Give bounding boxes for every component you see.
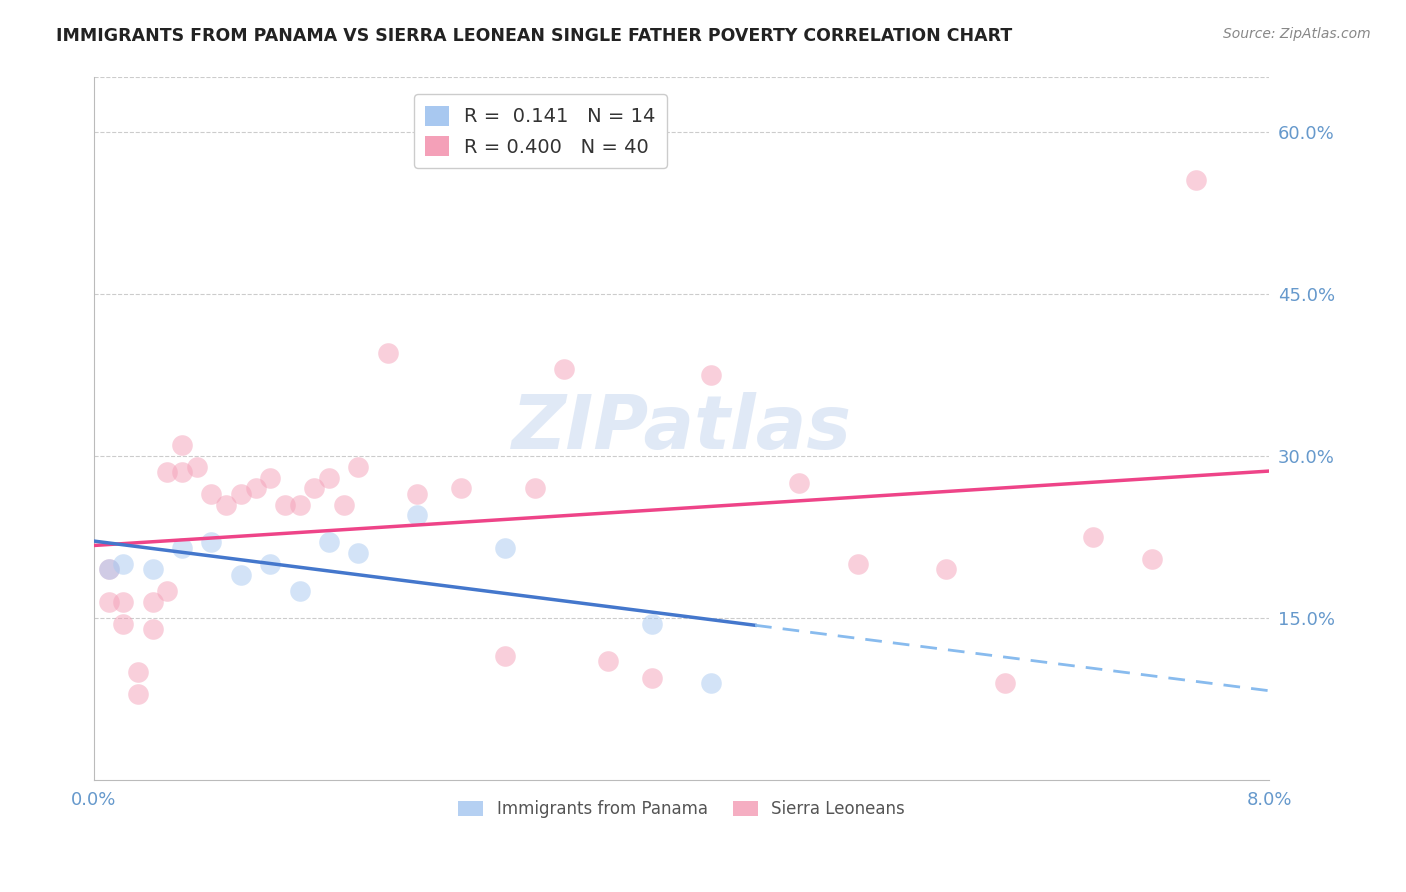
- Point: [142, 562, 165, 576]
- Point: [553, 362, 575, 376]
- Point: [450, 481, 472, 495]
- Point: [142, 595, 165, 609]
- Point: [347, 546, 370, 560]
- Point: [200, 487, 222, 501]
- Point: [406, 487, 429, 501]
- Point: [935, 562, 957, 576]
- Point: [97, 562, 120, 576]
- Point: [332, 498, 354, 512]
- Text: Source: ZipAtlas.com: Source: ZipAtlas.com: [1223, 27, 1371, 41]
- Point: [172, 438, 194, 452]
- Point: [186, 459, 208, 474]
- Point: [494, 648, 516, 663]
- Point: [97, 595, 120, 609]
- Point: [1185, 173, 1208, 187]
- Point: [112, 557, 135, 571]
- Point: [215, 498, 238, 512]
- Point: [1140, 551, 1163, 566]
- Point: [112, 595, 135, 609]
- Point: [127, 665, 149, 680]
- Point: [1081, 530, 1104, 544]
- Point: [97, 562, 120, 576]
- Point: [156, 465, 179, 479]
- Point: [172, 541, 194, 555]
- Text: ZIPatlas: ZIPatlas: [512, 392, 852, 466]
- Point: [377, 346, 399, 360]
- Point: [142, 622, 165, 636]
- Point: [259, 470, 281, 484]
- Point: [318, 470, 340, 484]
- Point: [598, 654, 620, 668]
- Point: [127, 687, 149, 701]
- Point: [288, 584, 311, 599]
- Legend: Immigrants from Panama, Sierra Leoneans: Immigrants from Panama, Sierra Leoneans: [451, 793, 911, 825]
- Point: [523, 481, 546, 495]
- Point: [994, 676, 1017, 690]
- Point: [156, 584, 179, 599]
- Text: IMMIGRANTS FROM PANAMA VS SIERRA LEONEAN SINGLE FATHER POVERTY CORRELATION CHART: IMMIGRANTS FROM PANAMA VS SIERRA LEONEAN…: [56, 27, 1012, 45]
- Point: [641, 616, 664, 631]
- Point: [172, 465, 194, 479]
- Point: [245, 481, 267, 495]
- Point: [787, 475, 810, 490]
- Point: [700, 368, 723, 382]
- Point: [229, 487, 252, 501]
- Point: [304, 481, 326, 495]
- Point: [274, 498, 297, 512]
- Point: [494, 541, 516, 555]
- Point: [200, 535, 222, 549]
- Point: [700, 676, 723, 690]
- Point: [641, 671, 664, 685]
- Point: [406, 508, 429, 523]
- Point: [846, 557, 869, 571]
- Point: [259, 557, 281, 571]
- Point: [347, 459, 370, 474]
- Point: [112, 616, 135, 631]
- Point: [318, 535, 340, 549]
- Point: [288, 498, 311, 512]
- Point: [229, 567, 252, 582]
